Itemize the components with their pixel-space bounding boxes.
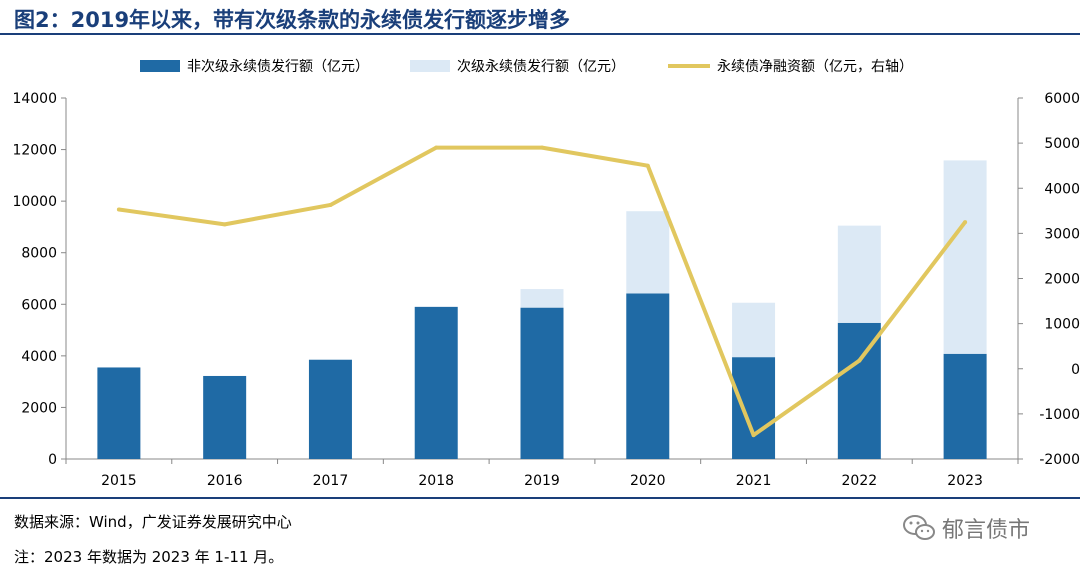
x-tick-label: 2022	[842, 473, 878, 489]
net-financing-point	[645, 163, 650, 168]
y-right-tick-label: 4000	[1044, 181, 1080, 197]
legend-label-net-financing: 永续债净融资额（亿元，右轴）	[717, 58, 913, 75]
net-financing-point	[116, 207, 121, 212]
bar-subordinated	[732, 302, 776, 358]
y-right-tick-label: 5000	[1044, 136, 1080, 152]
y-left-tick-label: 8000	[21, 246, 57, 262]
bar-non-subordinated	[414, 306, 458, 459]
x-tick-label: 2018	[418, 473, 454, 489]
y-right-tick-label: 3000	[1044, 226, 1080, 242]
footnote: 注：2023 年数据为 2023 年 1-11 月。	[14, 548, 284, 566]
bar-non-subordinated	[97, 367, 141, 459]
x-tick-label: 2019	[524, 473, 560, 489]
legend-swatch-non-subordinated	[140, 60, 180, 72]
y-left-tick-label: 14000	[12, 91, 57, 107]
wechat-icon	[903, 515, 935, 540]
bar-non-subordinated	[943, 353, 987, 459]
y-left-tick-label: 10000	[12, 194, 57, 210]
net-financing-point	[540, 145, 544, 150]
net-financing-point	[857, 358, 862, 363]
net-financing-point	[222, 222, 227, 227]
bar-non-subordinated	[203, 375, 247, 459]
net-financing-point	[751, 433, 756, 438]
y-right-tick-label: 6000	[1044, 91, 1080, 107]
net-financing-point	[434, 145, 439, 150]
bar-subordinated	[626, 211, 670, 294]
y-right-tick-label: 2000	[1044, 272, 1080, 288]
data-source: 数据来源：Wind，广发证券发展研究中心	[14, 513, 292, 531]
net-financing-point	[963, 220, 968, 225]
title-rule	[0, 33, 1080, 35]
bar-subordinated	[943, 160, 987, 354]
bar-non-subordinated	[520, 307, 564, 459]
bottom-rule	[0, 497, 1080, 499]
x-tick-label: 2020	[630, 473, 666, 489]
y-left-tick-label: 4000	[21, 349, 57, 365]
y-left-tick-label: 0	[48, 452, 57, 468]
bar-non-subordinated	[308, 359, 352, 459]
watermark-text: 郁言债市	[942, 518, 1031, 543]
bar-non-subordinated	[732, 357, 776, 459]
bar-non-subordinated	[837, 322, 881, 459]
y-left-tick-label: 6000	[21, 297, 57, 313]
y-right-tick-label: -2000	[1039, 452, 1080, 468]
net-financing-point	[328, 202, 333, 207]
legend-label-non-subordinated: 非次级永续债发行额（亿元）	[187, 58, 369, 75]
chart: 02000400060008000100001200014000-2000-10…	[12, 58, 1080, 489]
y-left-tick-label: 2000	[21, 400, 57, 416]
bar-subordinated	[837, 225, 881, 323]
x-tick-label: 2023	[947, 473, 983, 489]
x-tick-label: 2016	[207, 473, 243, 489]
chart-title: 图2：2019年以来，带有次级条款的永续债发行额逐步增多	[14, 8, 571, 32]
x-tick-label: 2017	[313, 473, 349, 489]
x-tick-label: 2021	[736, 473, 772, 489]
watermark: 郁言债市	[902, 512, 1030, 544]
title-bar: 图2：2019年以来，带有次级条款的永续债发行额逐步增多	[0, 0, 1080, 35]
y-right-tick-label: 1000	[1044, 317, 1080, 333]
legend-label-subordinated: 次级永续债发行额（亿元）	[457, 58, 625, 75]
bar-subordinated	[520, 289, 564, 308]
y-right-tick-label: 0	[1071, 362, 1080, 378]
x-tick-label: 2015	[101, 473, 137, 489]
legend-swatch-subordinated	[410, 60, 450, 72]
y-left-tick-label: 12000	[12, 143, 57, 159]
bar-non-subordinated	[626, 293, 670, 459]
y-right-tick-label: -1000	[1039, 407, 1080, 423]
